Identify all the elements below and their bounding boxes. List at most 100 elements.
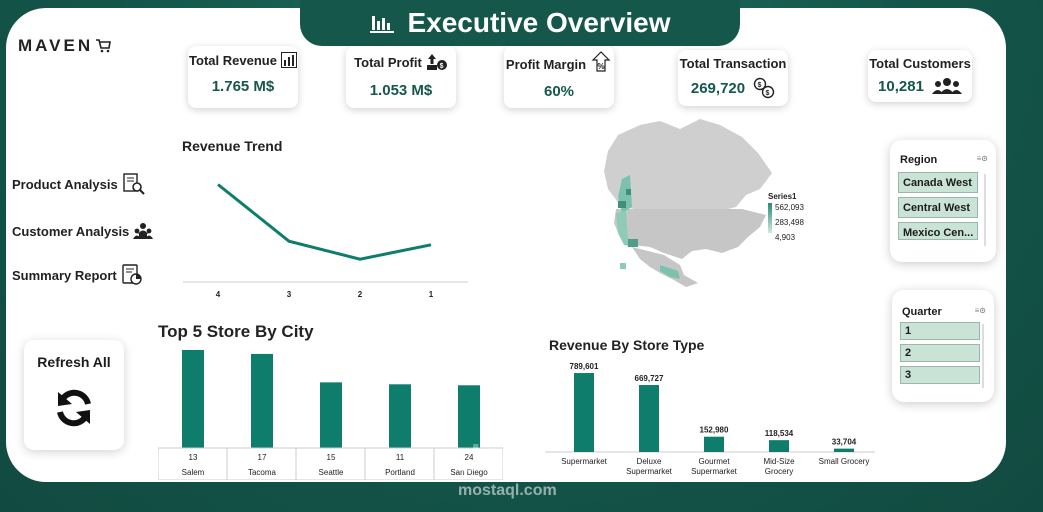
kpi-value: 1.053 M$: [369, 82, 433, 99]
slicer-item[interactable]: 3: [900, 366, 980, 384]
kpi-label: Total Customers: [869, 56, 971, 71]
store-bar[interactable]: [389, 384, 411, 448]
bar-chart-icon: [280, 52, 297, 68]
revenue-trend-title: Revenue Trend: [182, 138, 283, 154]
report-search-icon: [123, 173, 145, 195]
store-city-label: Seattle: [319, 468, 344, 477]
store-type-category-label: Gourmet: [698, 457, 730, 466]
store-id-label: 11: [396, 453, 405, 462]
store-type-chart: 789,601Supermarket669,727DeluxeSupermark…: [545, 362, 875, 476]
percent-up-icon: %: [591, 51, 611, 72]
filter-clear-icon[interactable]: ≡⊙: [976, 154, 988, 163]
store-id-label: 15: [327, 453, 336, 462]
kpi-profit-margin: Profit Margin % 60%: [504, 46, 614, 108]
store-city-label: Portland: [385, 468, 415, 477]
slicer-item[interactable]: 2: [900, 344, 980, 362]
map-marker: [620, 263, 626, 269]
nav-summary-report[interactable]: Summary Report: [12, 264, 143, 286]
map-legend-value: 283,498: [775, 218, 804, 227]
cart-icon: [96, 39, 112, 53]
nav-product-analysis[interactable]: Product Analysis: [12, 172, 146, 196]
kpi-total-profit: Total Profit $ 1.053 M$: [346, 46, 456, 108]
map-legend: Series1 562,093 283,498 4,903: [768, 192, 804, 242]
region-slicer: Region ≡⊙ Canada West Central West Mexic…: [890, 140, 996, 262]
map-legend-title: Series1: [768, 192, 797, 201]
watermark-text: mostaql.com: [458, 482, 557, 499]
store-id-label: 13: [189, 453, 198, 462]
logo-text: MAVEN: [18, 36, 94, 55]
kpi-label: Total Revenue: [189, 52, 277, 68]
maven-logo: MAVEN: [18, 36, 112, 56]
store-type-value-label: 152,980: [700, 426, 729, 435]
store-type-category-label: Supermarket: [626, 467, 673, 476]
kpi-total-customers: Total Customers 10,281: [868, 50, 972, 102]
store-type-bar[interactable]: [769, 440, 789, 452]
store-bar[interactable]: [182, 350, 204, 448]
top-stores-title: Top 5 Store By City: [158, 322, 314, 341]
store-city-label: San Diego: [450, 468, 488, 477]
store-city-label: Salem: [182, 468, 205, 477]
bar-chart-icon: [370, 16, 395, 33]
store-type-category-label: Mid-Size: [763, 457, 795, 466]
watermark-logo: مستقل: [455, 441, 565, 474]
canada-region: [604, 119, 772, 211]
nav-customer-analysis[interactable]: Customer Analysis: [12, 222, 154, 240]
store-type-title: Revenue By Store Type: [549, 337, 705, 353]
slicer-item[interactable]: Canada West: [898, 172, 978, 193]
store-type-bar[interactable]: [639, 385, 659, 452]
kpi-label: Total Profit: [354, 54, 422, 70]
store-type-category-label: Small Grocery: [819, 457, 870, 466]
mexico-highlight: [660, 265, 680, 279]
revenue-trend-chart: 4 3 2 1: [183, 183, 468, 299]
trend-tick-label: 2: [358, 290, 363, 299]
california-highlight: [616, 211, 634, 247]
report-chart-icon: [122, 264, 142, 285]
store-type-bar[interactable]: [574, 373, 594, 452]
top-stores-chart: 13 Salem 17 Tacoma 15 Seattle 11 Portland 24 San …: [158, 350, 503, 480]
kpi-value: 10,281: [878, 77, 924, 95]
store-type-category-label: Deluxe: [637, 457, 662, 466]
region-slicer-title: Region: [900, 154, 938, 166]
store-bar[interactable]: [458, 385, 480, 448]
store-type-value-label: 33,704: [832, 438, 857, 447]
map-legend-value: 562,093: [775, 203, 804, 212]
store-type-bar[interactable]: [834, 448, 854, 452]
svg-text:$: $: [766, 90, 770, 97]
kpi-value: 1.765 M$: [211, 78, 275, 95]
map-legend-value: 4,903: [775, 233, 796, 242]
kpi-label: Profit Margin: [505, 56, 587, 72]
quarter-slicer-title: Quarter: [902, 306, 942, 318]
nav-label: Product Analysis: [12, 176, 118, 192]
kpi-value: 269,720: [690, 79, 746, 97]
trend-tick-label: 1: [429, 290, 434, 299]
store-type-bar[interactable]: [704, 436, 724, 452]
page-title: Executive Overview: [407, 7, 671, 38]
store-type-value-label: 789,601: [570, 362, 599, 371]
slicer-scrollbar[interactable]: [982, 324, 984, 388]
slicer-item[interactable]: 1: [900, 322, 980, 340]
slicer-item[interactable]: Mexico Cen...: [898, 222, 978, 240]
store-type-category-label: Grocery: [765, 467, 793, 476]
kpi-total-transaction: Total Transaction 269,720 $ $: [678, 50, 788, 106]
users-icon: [133, 223, 154, 239]
money-up-icon: $: [426, 54, 447, 70]
refresh-all-button[interactable]: Refresh All: [24, 340, 124, 450]
map-legend-gradient: [768, 203, 772, 233]
coins-exchange-icon: $ $: [753, 77, 775, 99]
store-axis-table: [158, 447, 503, 480]
filter-clear-icon[interactable]: ≡⊙: [974, 306, 986, 315]
store-type-category-label: Supermarket: [691, 467, 738, 476]
slicer-scrollbar[interactable]: [984, 174, 986, 246]
slicer-item[interactable]: Central West: [898, 197, 978, 218]
store-type-value-label: 669,727: [635, 374, 664, 383]
north-america-map: [604, 119, 772, 287]
store-bar[interactable]: [251, 353, 273, 448]
trend-line: [217, 183, 432, 261]
svg-text:%: %: [598, 62, 605, 71]
refresh-icon: [57, 389, 91, 427]
store-bar[interactable]: [320, 382, 342, 448]
store-type-value-label: 118,534: [765, 429, 794, 438]
header-bar: Executive Overview: [300, 0, 740, 46]
usa-region: [614, 209, 766, 259]
store-id-label: 24: [465, 453, 474, 462]
